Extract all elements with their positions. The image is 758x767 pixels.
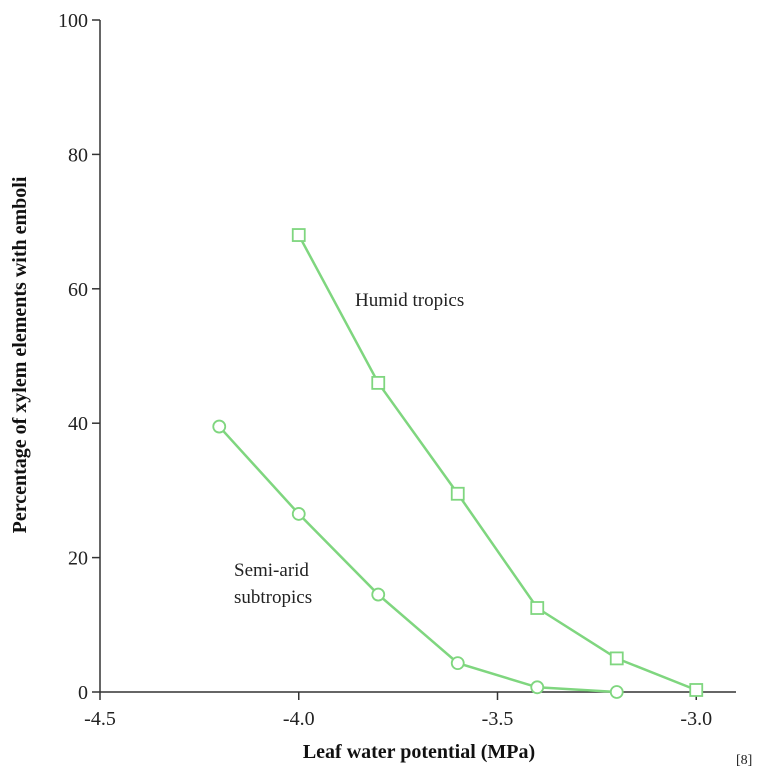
series-layer <box>212 228 704 699</box>
y-axis-title: Percentage of xylem elements with emboli <box>9 176 31 533</box>
x-tick-label: -4.5 <box>84 708 116 730</box>
y-tick-label: 80 <box>68 144 88 166</box>
reference-label: [8] <box>736 753 752 767</box>
y-tick-label: 20 <box>68 548 88 570</box>
point-semi-arid-subtropics <box>371 587 386 602</box>
point-semi-arid-subtropics <box>291 507 306 521</box>
annotation-semi-arid-line1: Semi-arid <box>234 560 309 581</box>
point-humid-tropics <box>689 683 704 697</box>
point-humid-tropics <box>291 228 306 242</box>
x-tick-label: -4.0 <box>283 708 315 730</box>
y-tick-label: 100 <box>58 10 88 32</box>
x-axis-title: Leaf water potential (MPa) <box>303 741 535 763</box>
point-semi-arid-subtropics <box>212 419 227 434</box>
series-line-humid-tropics <box>297 234 697 692</box>
annotation-humid-tropics: Humid tropics <box>355 290 464 311</box>
y-tick-label: 40 <box>68 413 88 435</box>
series-line-semi-arid-subtropics <box>218 425 617 694</box>
x-tick-label: -3.5 <box>482 708 514 730</box>
point-semi-arid-subtropics <box>609 685 624 699</box>
point-semi-arid-subtropics <box>530 680 545 695</box>
point-humid-tropics <box>530 601 545 615</box>
point-semi-arid-subtropics <box>450 656 465 671</box>
axes: 0 20 40 60 80 100 -4.5 -4.0 -3.5 -3.0 <box>58 10 736 730</box>
point-humid-tropics <box>371 375 386 390</box>
x-tick-label: -3.0 <box>680 708 712 730</box>
y-tick-label: 0 <box>78 682 88 704</box>
point-humid-tropics <box>450 486 465 501</box>
annotation-semi-arid-line2: subtropics <box>234 587 312 608</box>
y-tick-label: 60 <box>68 279 88 301</box>
point-humid-tropics <box>609 651 624 666</box>
